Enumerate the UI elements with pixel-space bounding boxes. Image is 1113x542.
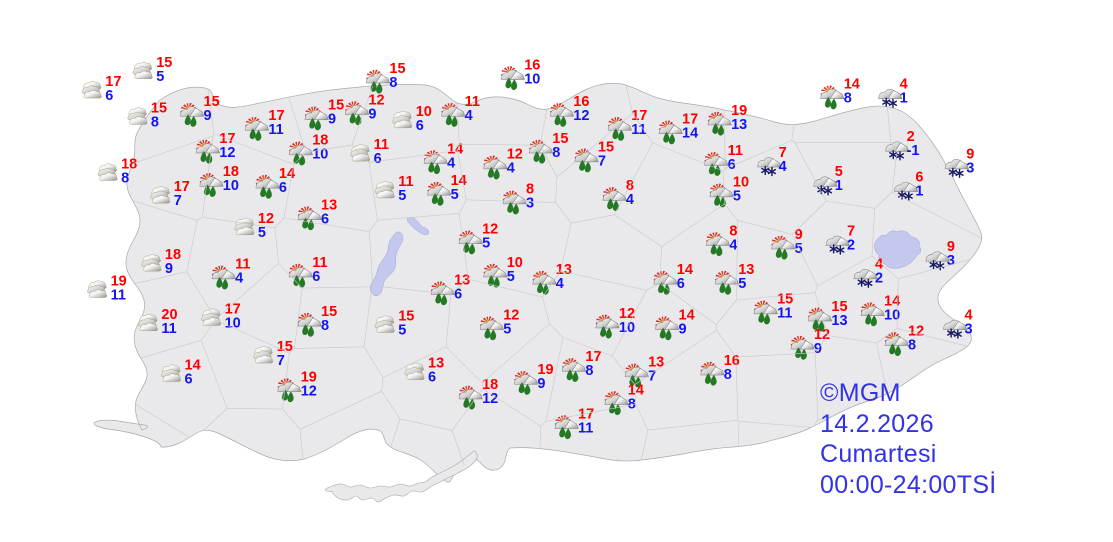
- svg-text:8: 8: [121, 171, 129, 187]
- svg-text:5: 5: [398, 188, 406, 204]
- svg-text:12: 12: [482, 391, 498, 407]
- svg-text:7: 7: [598, 154, 606, 170]
- svg-text:13: 13: [731, 117, 747, 133]
- svg-text:1: 1: [835, 178, 843, 194]
- svg-text:8: 8: [844, 91, 852, 107]
- svg-text:8: 8: [321, 318, 329, 334]
- svg-text:4: 4: [507, 161, 515, 177]
- svg-text:9: 9: [165, 261, 173, 277]
- svg-text:5: 5: [258, 225, 266, 241]
- svg-text:10: 10: [223, 178, 239, 194]
- svg-text:8: 8: [908, 337, 916, 353]
- svg-text:9: 9: [328, 112, 336, 128]
- svg-text:11: 11: [111, 288, 126, 304]
- svg-text:12: 12: [219, 145, 235, 161]
- svg-text:4: 4: [235, 271, 243, 287]
- svg-text:6: 6: [374, 151, 382, 167]
- svg-text:5: 5: [156, 69, 164, 85]
- svg-text:2: 2: [847, 237, 855, 253]
- svg-text:9: 9: [204, 108, 212, 124]
- svg-text:6: 6: [279, 180, 287, 196]
- svg-text:1: 1: [900, 91, 908, 107]
- svg-text:4: 4: [556, 276, 564, 292]
- svg-text:9: 9: [679, 322, 687, 338]
- svg-text:9: 9: [368, 106, 376, 122]
- svg-text:4: 4: [447, 155, 455, 171]
- svg-text:11: 11: [578, 420, 593, 436]
- svg-text:12: 12: [573, 108, 589, 124]
- svg-text:3: 3: [966, 161, 974, 177]
- svg-text:5: 5: [738, 276, 746, 292]
- svg-text:3: 3: [947, 253, 955, 269]
- svg-text:1: 1: [915, 184, 923, 200]
- svg-text:8: 8: [151, 114, 159, 130]
- svg-text:3: 3: [965, 322, 973, 338]
- svg-text:6: 6: [454, 287, 462, 303]
- svg-text:11: 11: [777, 306, 792, 322]
- svg-text:5: 5: [507, 269, 515, 285]
- svg-text:12: 12: [301, 384, 317, 400]
- svg-text:5: 5: [503, 322, 511, 338]
- svg-text:5: 5: [733, 189, 741, 205]
- svg-text:8: 8: [552, 145, 560, 161]
- svg-text:8: 8: [724, 367, 732, 383]
- svg-text:-1: -1: [907, 143, 920, 159]
- svg-text:7: 7: [277, 353, 285, 369]
- svg-text:8: 8: [389, 75, 397, 91]
- svg-text:6: 6: [416, 118, 424, 134]
- svg-text:4: 4: [626, 192, 634, 208]
- svg-text:7: 7: [174, 193, 182, 209]
- svg-text:9: 9: [537, 376, 545, 392]
- svg-text:5: 5: [398, 323, 406, 339]
- svg-text:4: 4: [779, 159, 787, 175]
- svg-text:4: 4: [465, 108, 473, 124]
- svg-text:6: 6: [677, 276, 685, 292]
- svg-text:10: 10: [225, 316, 241, 332]
- svg-text:6: 6: [312, 269, 320, 285]
- svg-text:5: 5: [795, 241, 803, 257]
- svg-text:10: 10: [524, 71, 540, 87]
- svg-text:14: 14: [682, 126, 698, 142]
- svg-text:2: 2: [875, 271, 883, 287]
- svg-text:3: 3: [526, 196, 534, 212]
- svg-text:6: 6: [105, 88, 113, 104]
- svg-text:5: 5: [482, 236, 490, 252]
- svg-text:6: 6: [728, 157, 736, 173]
- svg-text:11: 11: [161, 321, 176, 337]
- svg-text:5: 5: [451, 187, 459, 203]
- svg-text:6: 6: [428, 370, 436, 386]
- svg-text:8: 8: [585, 363, 593, 379]
- svg-text:13: 13: [831, 313, 847, 329]
- svg-text:11: 11: [268, 122, 283, 138]
- svg-text:4: 4: [729, 237, 737, 253]
- svg-text:6: 6: [185, 372, 193, 388]
